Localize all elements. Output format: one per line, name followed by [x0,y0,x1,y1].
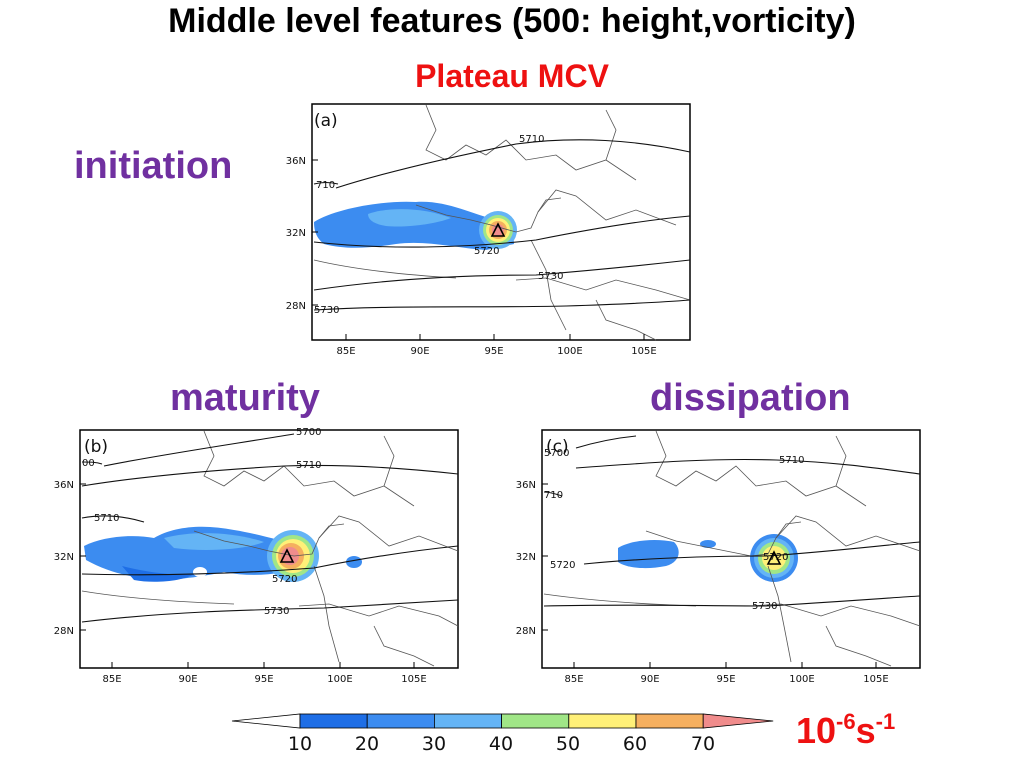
lat-tick-marks [312,159,318,306]
contour-label: 5730 [314,305,339,316]
lon-tick: 85E [336,346,355,357]
colorbar-swatch [702,713,774,729]
units-label: 10-6s-1 [796,698,895,755]
contour-label: 5720 [272,574,297,585]
height-contours [81,433,459,623]
lon-axis: 85E 90E 95E 100E 105E [564,674,888,685]
contour-label: 710 [316,180,335,191]
boundary-lines [313,104,691,341]
lat-tick-marks [542,483,548,631]
height-contours [543,435,921,607]
contour-label: 5730 [538,271,563,282]
contour-label: 5710 [519,134,544,145]
lat-tick: 32N [54,552,74,563]
lon-tick: 90E [410,346,429,357]
lon-tick: 85E [564,674,583,685]
lon-tick: 105E [401,674,426,685]
lon-tick: 95E [484,346,503,357]
mcv-center-triangle-icon [766,550,782,565]
contour-label: 5710 [94,513,119,524]
lat-tick: 36N [516,480,536,491]
panel-label: (c) [546,437,569,457]
lat-tick: 28N [286,301,306,312]
colorbar-swatch [501,713,570,729]
contour-label: 5710 [779,455,804,466]
lat-tick: 32N [286,228,306,239]
stage-label-maturity: maturity [170,377,320,419]
stage-label-dissipation: dissipation [650,377,851,419]
lon-tick: 100E [789,674,814,685]
colorbar-label: 30 [422,733,446,755]
colorbar-label: 70 [691,733,715,755]
height-contours [313,139,691,311]
colorbar-label: 40 [489,733,513,755]
colorbar-swatch [366,713,435,729]
contour-label: 5720 [474,246,499,257]
lon-tick: 95E [716,674,735,685]
lon-tick: 85E [102,674,121,685]
colorbar-label: 60 [623,733,647,755]
contour-labels: 5700 5710 710 5720 5720 5730 [544,448,804,612]
lon-tick: 105E [631,346,656,357]
slide-title: Middle level features (500: height,vorti… [168,2,856,40]
units-exponent: -1 [875,709,896,734]
colorbar-swatch [433,713,502,729]
colorbar-label: 50 [556,733,580,755]
colorbar: 10 20 30 40 50 60 70 [231,713,774,755]
lat-tick: 28N [54,626,74,637]
contour-label: 5700 [544,448,569,459]
contour-label: 5710 [296,460,321,471]
lon-tick-marks [573,662,877,668]
colorbar-label: 20 [355,733,379,755]
map-panel-c: 5700 5710 710 5720 5720 5730 (c) 36N 32N… [516,429,921,685]
contour-labels: 5700 00 5710 5710 5720 5730 [82,427,321,617]
panel-label: (a) [314,111,338,131]
lat-tick: 32N [516,552,536,563]
lon-tick-marks [345,334,645,340]
map-panel-b: 5700 00 5710 5710 5720 5730 (b) 36N 32N … [54,427,459,685]
units-exponent: -6 [836,709,856,734]
lat-tick: 36N [286,156,306,167]
mcv-center-triangle-icon [279,548,295,563]
lon-tick: 90E [178,674,197,685]
mcv-center-triangle-icon [490,222,506,237]
contour-labels: 5710 710 5720 5730 5730 [314,134,563,316]
lon-tick: 100E [557,346,582,357]
panel-label: (b) [84,437,108,457]
lat-tick-marks [80,483,86,631]
lon-tick: 95E [254,674,273,685]
map-panel-a: 5710 710 5720 5730 5730 (a) 36N 32N 28N … [286,103,691,357]
colorbar-swatch [231,713,301,729]
lat-axis: 36N 32N 28N [516,480,536,637]
colorbar-label: 10 [288,733,312,755]
lon-tick-marks [111,662,415,668]
lat-tick: 36N [54,480,74,491]
contour-label: 5720 [550,560,575,571]
units-seconds: s [855,710,876,751]
boundary-lines [81,430,459,667]
stage-label-initiation: initiation [74,145,233,187]
colorbar-swatch [299,713,368,729]
lat-tick: 28N [516,626,536,637]
units-base: 10 [796,710,837,751]
lon-axis: 85E 90E 95E 100E 105E [336,346,656,357]
lat-axis: 36N 32N 28N [54,480,74,637]
contour-label: 5720 [763,552,788,563]
lon-axis: 85E 90E 95E 100E 105E [102,674,426,685]
colorbar-swatch [635,713,704,729]
colorbar-swatches [231,713,774,729]
contour-label: 5730 [752,601,777,612]
colorbar-swatch [568,713,637,729]
lon-tick: 90E [640,674,659,685]
contour-label: 5730 [264,606,289,617]
slide-subtitle: Plateau MCV [415,58,609,94]
lat-axis: 36N 32N 28N [286,156,306,312]
map-frame [541,429,921,669]
contour-label: 710 [544,490,563,501]
lon-tick: 100E [327,674,352,685]
contour-label: 00 [82,458,95,469]
contour-label: 5700 [296,427,321,438]
colorbar-labels: 10 20 30 40 50 60 70 [288,733,715,755]
lon-tick: 105E [863,674,888,685]
